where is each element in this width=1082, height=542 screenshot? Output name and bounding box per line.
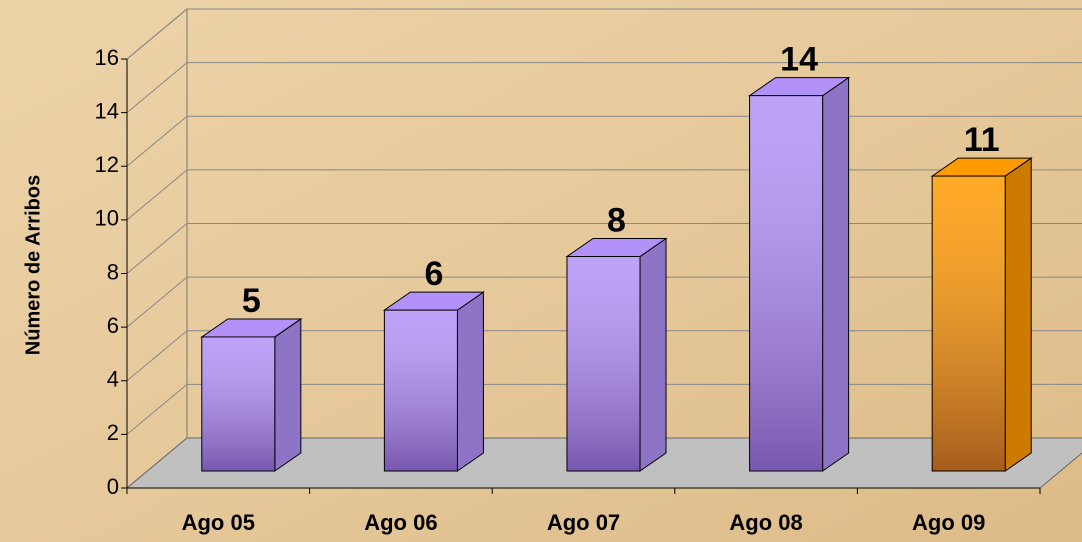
y-axis-label: Número de Arribos xyxy=(22,175,44,355)
value-label: 5 xyxy=(242,282,261,320)
y-tick-label: 10 xyxy=(95,206,119,231)
bar-shade xyxy=(566,256,641,472)
bar-shade xyxy=(201,336,276,472)
value-label: 6 xyxy=(424,255,443,293)
value-label: 11 xyxy=(964,121,1000,159)
y-tick-label: 6 xyxy=(107,313,119,338)
x-tick-label: Ago 06 xyxy=(364,510,437,535)
x-tick-label: Ago 08 xyxy=(729,510,802,535)
bar-shade xyxy=(749,95,824,472)
bar-side-shade xyxy=(822,77,849,471)
bar-side-shade xyxy=(457,292,484,471)
bar-shade xyxy=(383,309,458,472)
bar-side-shade xyxy=(1005,158,1032,471)
value-label: 14 xyxy=(780,41,818,79)
bar-side-shade xyxy=(640,238,667,471)
y-tick-label: 2 xyxy=(107,420,119,445)
x-tick-label: Ago 05 xyxy=(182,510,255,535)
y-tick-label: 0 xyxy=(107,474,119,499)
grid-line xyxy=(126,62,1082,114)
y-tick-label: 12 xyxy=(95,152,119,177)
y-tick-label: 8 xyxy=(107,259,119,284)
value-label: 8 xyxy=(607,201,626,239)
bar-side-shade xyxy=(274,318,301,471)
y-tick-label: 4 xyxy=(107,367,119,392)
x-tick-label: Ago 09 xyxy=(912,510,985,535)
grid-line xyxy=(126,8,1082,60)
bar-shade xyxy=(931,175,1006,472)
y-tick-label: 16 xyxy=(95,45,119,70)
x-tick-label: Ago 07 xyxy=(547,510,620,535)
y-tick-label: 14 xyxy=(95,98,119,123)
